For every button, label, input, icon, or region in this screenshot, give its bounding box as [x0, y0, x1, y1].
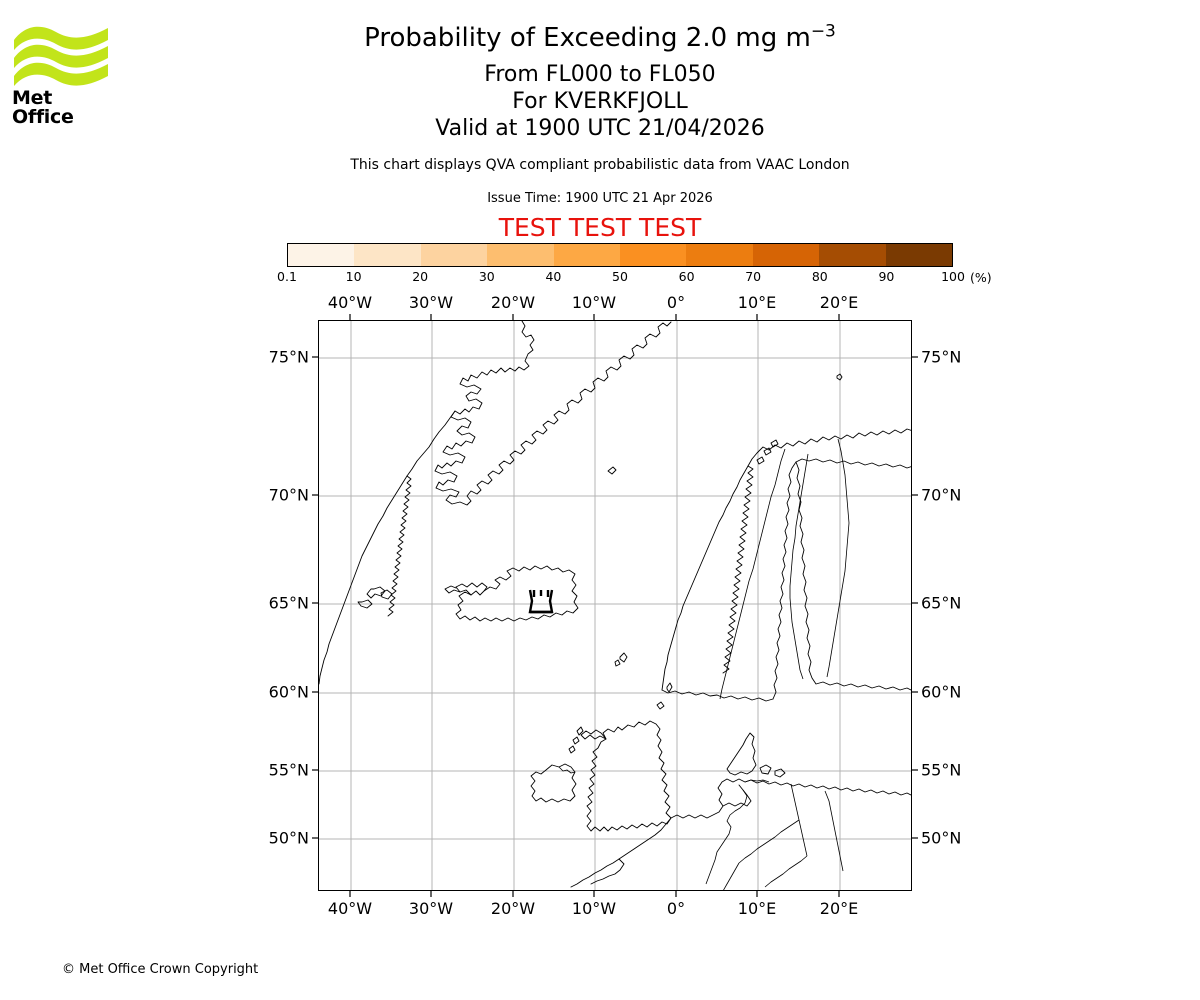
colorbar-tick-90: 90 [878, 269, 895, 284]
copyright-footer: © Met Office Crown Copyright [62, 962, 259, 977]
lat-label-left-5: 50°N [268, 828, 309, 848]
probability-colorbar [287, 243, 953, 267]
lat-label-left-4: 55°N [268, 760, 309, 780]
lat-label-left-3: 60°N [268, 682, 309, 702]
coastline-greenland [319, 321, 672, 685]
coastline-continental-europe [570, 778, 911, 888]
coastline-iceland [444, 565, 579, 622]
lon-label-bottom-5: 10°E [737, 899, 777, 918]
colorbar-band-7 [752, 244, 820, 266]
lat-label-right-4: 55°N [921, 760, 962, 780]
country-borders [558, 438, 850, 890]
lon-label-top-6: 20°E [819, 293, 859, 312]
lon-label-bottom-3: 10°W [571, 899, 617, 918]
coastline-bear-island [836, 373, 843, 381]
lon-label-top-3: 10°W [571, 293, 617, 312]
lat-label-right-0: 75°N [921, 347, 962, 367]
colorbar-band-3 [487, 244, 554, 266]
colorbar-tick-80: 80 [811, 269, 828, 284]
colorbar-unit-label: (%) [970, 270, 992, 285]
page-title-exponent: −3 [810, 21, 836, 42]
lon-label-bottom-2: 20°W [490, 899, 536, 918]
met-office-wave-icon [14, 26, 108, 86]
colorbar-tick-labels: 0.1 10 20 30 40 50 60 70 80 90 100 [277, 269, 965, 287]
issue-time: Issue Time: 1900 UTC 21 Apr 2026 [487, 191, 713, 206]
colorbar-bands [287, 243, 953, 267]
map-frame [318, 320, 912, 891]
colorbar-tick-10: 10 [345, 269, 362, 284]
lat-label-right-3: 60°N [921, 682, 962, 702]
colorbar-band-1 [354, 244, 421, 266]
lat-label-left-0: 75°N [268, 347, 309, 367]
colorbar-tick-30: 30 [478, 269, 495, 284]
colorbar-tick-100: 100 [941, 269, 965, 284]
met-office-logo-text: Met Office [12, 87, 74, 128]
lon-label-bottom-4: 0° [666, 899, 686, 918]
colorbar-band-6 [686, 244, 753, 266]
met-office-logo: Met Office [12, 18, 110, 127]
lon-label-bottom-1: 30°W [408, 899, 454, 918]
lon-label-top-0: 40°W [327, 293, 373, 312]
volcano-name-line: For KVERKFJOLL [512, 89, 688, 114]
lon-label-bottom-6: 20°E [819, 899, 859, 918]
lat-label-right-2: 65°N [921, 593, 962, 613]
coastline-faroe-islands [614, 652, 628, 667]
coastline-shetland [656, 682, 673, 710]
lon-label-top-2: 20°W [490, 293, 536, 312]
coastline-jan-mayen [607, 466, 617, 475]
colorbar-band-4 [553, 244, 621, 266]
lon-label-bottom-0: 40°W [327, 899, 373, 918]
lat-label-left-1: 70°N [268, 485, 309, 505]
test-banner: TEST TEST TEST [498, 213, 702, 242]
colorbar-band-2 [420, 244, 488, 266]
colorbar-tick-60: 60 [678, 269, 695, 284]
lon-label-top-5: 10°E [737, 293, 777, 312]
colorbar-tick-40: 40 [545, 269, 562, 284]
colorbar-band-9 [885, 244, 953, 266]
colorbar-tick-20: 20 [412, 269, 429, 284]
map-gridlines [319, 321, 911, 890]
valid-time-line: Valid at 1900 UTC 21/04/2026 [435, 116, 765, 141]
page-title-text: Probability of Exceeding 2.0 mg m [364, 23, 811, 53]
map-panel [312, 314, 918, 897]
colorbar-tick-0.1: 0.1 [277, 269, 297, 284]
lon-label-top-1: 30°W [408, 293, 454, 312]
volcano-marker-kverkfjoll [528, 589, 554, 614]
lat-label-right-1: 70°N [921, 485, 962, 505]
page-title: Probability of Exceeding 2.0 mg m−3 [0, 21, 1200, 53]
map-canvas [319, 321, 911, 890]
colorbar-band-5 [620, 244, 687, 266]
qva-note: This chart displays QVA compliant probab… [350, 157, 850, 173]
colorbar-band-8 [819, 244, 886, 266]
colorbar-band-0 [288, 244, 355, 266]
flight-level-range: From FL000 to FL050 [484, 62, 716, 87]
colorbar-tick-50: 50 [612, 269, 628, 284]
colorbar-tick-70: 70 [745, 269, 762, 284]
lon-label-top-4: 0° [666, 293, 686, 312]
coastline-british-isles [530, 720, 672, 832]
lat-label-right-5: 50°N [921, 828, 962, 848]
coastline-scandinavia [661, 428, 911, 778]
lat-label-left-2: 65°N [268, 593, 309, 613]
